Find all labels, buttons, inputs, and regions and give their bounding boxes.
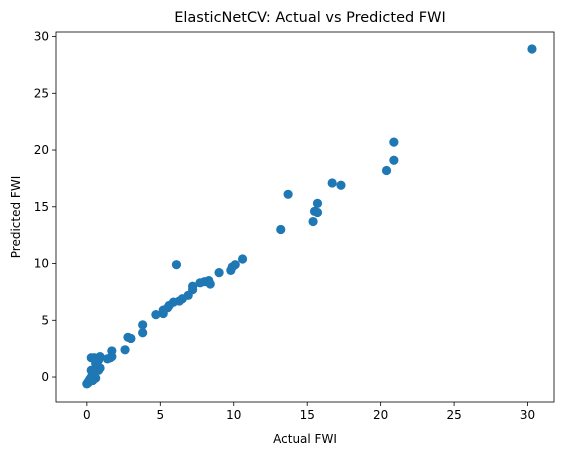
data-point	[151, 310, 161, 320]
y-tick-label: 15	[34, 200, 49, 214]
data-point	[527, 44, 537, 54]
data-point	[308, 216, 318, 227]
x-tick-label: 10	[226, 408, 241, 422]
data-point	[389, 155, 399, 165]
axis-ticks: 0 5 10 15 20 25 30 0 5 10 15 20 25 30	[34, 30, 535, 422]
y-tick-label: 30	[34, 30, 49, 44]
plot-frame	[55, 31, 555, 403]
data-point	[226, 265, 236, 275]
data-point	[276, 224, 286, 235]
data-point	[312, 198, 323, 208]
data-point	[120, 345, 130, 355]
data-point	[214, 268, 224, 278]
x-axis-label: Actual FWI	[273, 432, 337, 446]
x-tick-label: 15	[300, 408, 315, 422]
plot-area	[56, 32, 554, 402]
y-tick-label: 20	[34, 143, 49, 157]
data-point	[85, 374, 95, 384]
data-points	[82, 44, 537, 389]
y-tick-label: 5	[41, 313, 49, 327]
data-point	[138, 320, 148, 330]
data-point	[138, 328, 148, 338]
y-axis-label: Predicted FWI	[9, 176, 23, 258]
y-tick-label: 0	[41, 370, 49, 384]
data-point	[102, 354, 113, 364]
x-tick-label: 30	[520, 408, 535, 422]
data-point	[205, 279, 215, 289]
data-point	[123, 332, 133, 342]
data-point	[327, 178, 337, 188]
chart-title: ElasticNetCV: Actual vs Predicted FWI	[174, 10, 446, 26]
x-tick-label: 5	[156, 408, 164, 422]
data-point	[171, 260, 182, 270]
data-point	[158, 308, 168, 319]
data-point	[237, 254, 248, 264]
y-tick-label: 25	[34, 86, 49, 100]
data-point	[312, 207, 323, 218]
x-tick-label: 0	[83, 408, 91, 422]
data-point	[381, 165, 392, 176]
y-tick-label: 10	[34, 257, 49, 271]
data-point	[283, 189, 293, 199]
x-tick-label: 20	[373, 408, 388, 422]
data-point	[389, 137, 399, 147]
data-point	[336, 180, 346, 190]
data-point	[195, 278, 205, 288]
x-tick-label: 25	[446, 408, 461, 422]
